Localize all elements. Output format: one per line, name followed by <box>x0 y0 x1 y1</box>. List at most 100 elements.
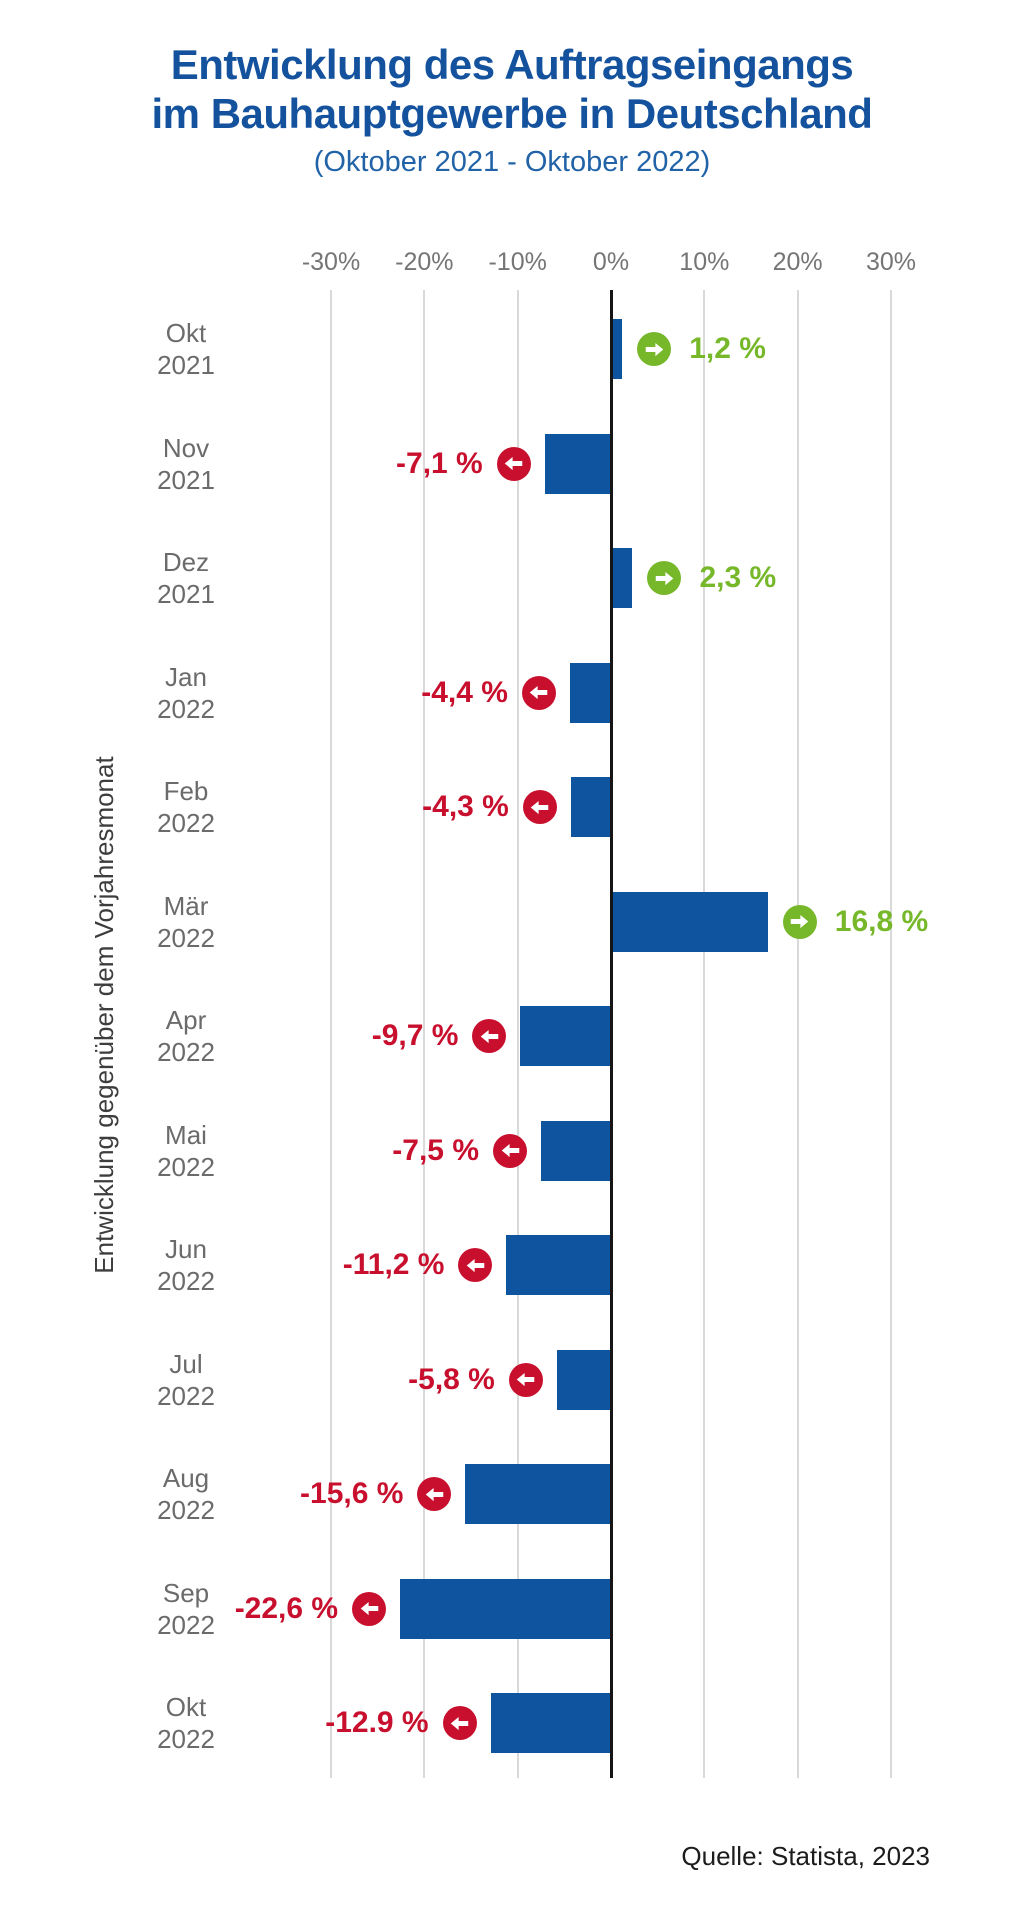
trend-arrow-badge <box>522 790 557 824</box>
arrow-left-icon <box>504 456 523 471</box>
row-label-year: 2022 <box>157 922 215 953</box>
bar-apr-2022 <box>520 1006 611 1066</box>
axis-tick-label: -30% <box>301 248 361 276</box>
bar-aug-2022 <box>465 1464 611 1524</box>
zero-axis-line <box>609 290 613 1778</box>
value-label-maer-2022: 16,8 % <box>834 904 929 938</box>
row-label-year: 2022 <box>157 1609 215 1640</box>
bar-jan-2022 <box>569 662 611 723</box>
row-label-month: Feb <box>163 776 209 806</box>
row-label-year: 2022 <box>157 808 215 838</box>
row-label-month: Aug <box>162 1463 210 1493</box>
arrow-left-icon <box>425 1487 444 1501</box>
row-label-year: 2021 <box>157 464 215 495</box>
row-label-apr-2022: Apr 2022 <box>101 1004 271 1068</box>
row-label-sep-2022: Sep 2022 <box>101 1577 271 1641</box>
gridline <box>423 290 426 1778</box>
value-label-okt-2022: -12.9 % <box>325 1706 429 1739</box>
page-title-line2: im Bauhauptgewerbe in Deutschland <box>151 90 873 137</box>
chart-subtitle: (Oktober 2021 - Oktober 2022) <box>313 146 711 178</box>
trend-arrow-badge <box>442 1706 477 1740</box>
bar-okt-2021 <box>611 319 623 379</box>
trend-arrow-badge <box>458 1248 493 1282</box>
axis-tick-label: -20% <box>395 248 454 276</box>
row-label-okt-2022: Okt 2022 <box>101 1691 271 1755</box>
row-label-aug-2022: Aug 2022 <box>101 1462 271 1526</box>
trend-arrow-badge <box>352 1591 387 1626</box>
axis-tick-label: -10% <box>488 248 547 276</box>
value-label-jul-2022: -5,8 % <box>408 1362 495 1396</box>
arrow-left-icon <box>531 800 549 814</box>
bar-mai-2022 <box>541 1120 611 1181</box>
row-label-year: 2022 <box>157 693 215 724</box>
value-label-dez-2021: 2,3 % <box>699 561 777 594</box>
arrow-left-icon <box>501 1143 519 1158</box>
row-label-okt-2021: Okt 2021 <box>101 317 271 381</box>
gridline <box>703 290 706 1778</box>
bar-okt-2022 <box>490 1693 611 1753</box>
page-title-line1: Entwicklung des Auftragseingangs <box>170 41 854 88</box>
arrow-left-icon <box>517 1372 535 1387</box>
page-title: Entwicklung des Auftragseingangs im Bauh… <box>0 40 1024 138</box>
bar-maer-2022 <box>611 891 768 952</box>
row-label-month: Mär <box>163 890 209 921</box>
gridline <box>330 290 332 1778</box>
bar-dez-2021 <box>611 548 633 608</box>
row-label-jun-2022: Jun 2022 <box>101 1233 271 1297</box>
row-label-month: Nov <box>162 432 210 463</box>
axis-tick-label: 20% <box>772 248 823 276</box>
trend-arrow-badge <box>472 1019 507 1053</box>
gridline <box>516 290 519 1778</box>
trend-arrow-badge <box>493 1133 527 1168</box>
source-credit: Quelle: Statista, 2023 <box>681 1841 930 1871</box>
gridline <box>889 290 892 1778</box>
row-label-year: 2022 <box>157 1151 215 1182</box>
trend-arrow-badge <box>782 904 817 939</box>
arrow-right-icon <box>645 342 663 356</box>
bar-feb-2022 <box>570 777 611 837</box>
row-label-month: Okt <box>165 1692 207 1722</box>
row-label-month: Sep <box>162 1577 210 1608</box>
arrow-left-icon <box>360 1601 378 1616</box>
row-label-month: Dez <box>162 547 210 577</box>
trend-arrow-badge <box>417 1477 452 1511</box>
row-label-year: 2022 <box>157 1495 215 1525</box>
row-label-jul-2022: Jul 2022 <box>101 1348 271 1412</box>
trend-arrow-badge <box>496 446 531 481</box>
axis-tick-label: 0% <box>592 248 630 276</box>
row-label-month: Jun <box>165 1234 207 1264</box>
bar-sep-2022 <box>400 1578 611 1639</box>
value-label-nov-2021: -7,1 % <box>396 446 483 480</box>
value-label-jun-2022: -11,2 % <box>342 1248 445 1281</box>
arrow-right-icon <box>655 571 674 585</box>
arrow-left-icon <box>480 1029 499 1043</box>
bar-jun-2022 <box>506 1235 611 1295</box>
row-label-year: 2021 <box>157 579 215 609</box>
row-label-nov-2021: Nov 2021 <box>101 432 271 496</box>
axis-tick-label: 30% <box>865 248 916 276</box>
trend-arrow-badge <box>637 332 672 366</box>
bar-jul-2022 <box>556 1349 611 1410</box>
value-label-aug-2022: -15,6 % <box>300 1477 404 1510</box>
trend-arrow-badge <box>508 1362 543 1397</box>
arrow-left-icon <box>450 1716 469 1730</box>
row-label-year: 2022 <box>157 1266 215 1296</box>
value-label-sep-2022: -22,6 % <box>234 1591 339 1625</box>
arrow-left-icon <box>466 1258 485 1272</box>
trend-arrow-badge <box>647 561 682 595</box>
value-label-apr-2022: -9,7 % <box>371 1019 459 1052</box>
y-axis-title: Entwicklung gegenüber dem Vorjahresmonat <box>89 756 119 1274</box>
gridline <box>796 290 799 1778</box>
row-label-maer-2022: Mär 2022 <box>101 890 271 954</box>
arrow-right-icon <box>791 914 809 929</box>
row-label-feb-2022: Feb 2022 <box>101 775 271 839</box>
value-label-jan-2022: -4,4 % <box>421 675 508 709</box>
arrow-left-icon <box>530 685 548 700</box>
row-label-year: 2021 <box>157 350 215 380</box>
row-label-month: Apr <box>165 1005 207 1035</box>
row-label-month: Okt <box>165 318 207 348</box>
row-label-month: Mai <box>165 1119 207 1150</box>
row-label-year: 2022 <box>157 1037 215 1067</box>
